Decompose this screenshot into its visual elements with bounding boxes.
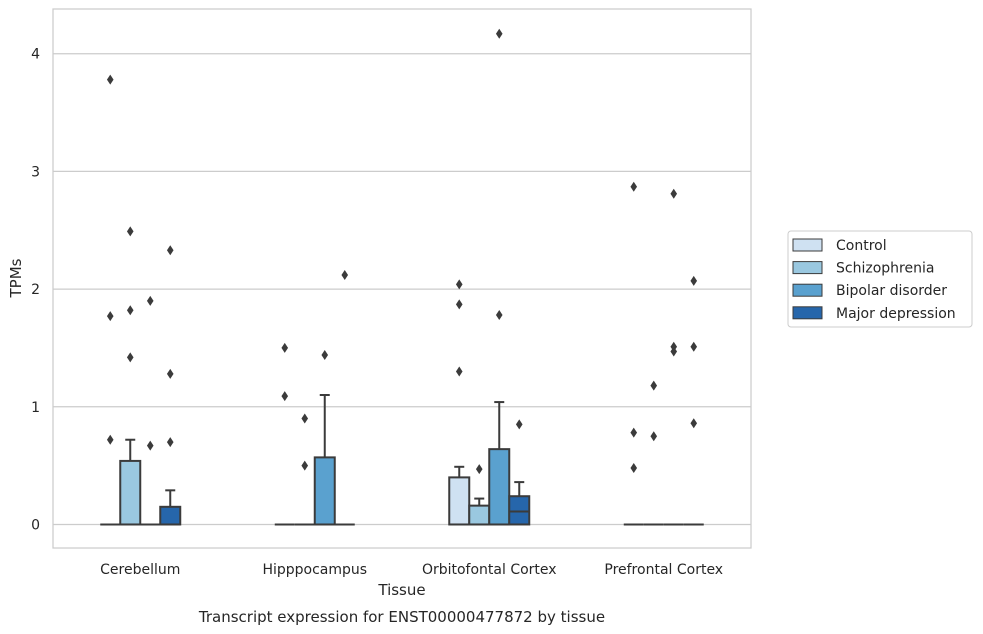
outlier-point xyxy=(495,28,503,39)
box xyxy=(488,448,511,526)
outlier-point xyxy=(281,342,289,353)
x-axis-label: Tissue xyxy=(377,581,425,599)
outlier-point xyxy=(106,74,114,85)
box xyxy=(468,504,491,526)
outlier-point xyxy=(455,279,463,290)
plot-frame xyxy=(52,8,752,549)
box xyxy=(448,476,471,526)
outlier-point xyxy=(455,366,463,377)
legend-swatch xyxy=(792,261,823,275)
box xyxy=(313,456,336,526)
outlier-point xyxy=(690,418,698,429)
box xyxy=(508,495,531,526)
outlier-point xyxy=(166,437,174,448)
outlier-point xyxy=(166,368,174,379)
outlier-point xyxy=(146,295,154,306)
outlier-point xyxy=(146,440,154,451)
x-tick-label: Prefrontal Cortex xyxy=(604,562,723,578)
outlier-point xyxy=(106,311,114,322)
outlier-point xyxy=(650,431,658,442)
outlier-point xyxy=(670,341,678,352)
outlier-point xyxy=(630,427,638,438)
legend-label: Schizophrenia xyxy=(836,261,934,277)
legend-label: Control xyxy=(836,238,887,254)
outlier-point xyxy=(281,391,289,402)
outlier-point xyxy=(106,434,114,445)
outlier-point xyxy=(321,349,329,360)
legend-frame xyxy=(787,230,973,328)
y-axis-ticks: 0 1 2 3 4 xyxy=(31,47,40,534)
outlier-point xyxy=(650,380,658,391)
chart-title: Transcript expression for ENST0000047787… xyxy=(198,608,605,626)
legend-label: Major depression xyxy=(836,306,956,322)
outlier-point xyxy=(475,464,483,475)
outlier-point xyxy=(690,275,698,286)
y-tick-label: 2 xyxy=(31,282,40,298)
boxes-layer xyxy=(100,28,704,526)
y-tick-label: 1 xyxy=(31,400,40,416)
box xyxy=(119,459,142,526)
legend: Control Schizophrenia Bipolar disorder Majo… xyxy=(787,230,973,328)
outlier-point xyxy=(126,226,134,237)
y-axis-label: TPMs xyxy=(7,258,25,298)
plot-background xyxy=(53,9,751,548)
outlier-point xyxy=(690,341,698,352)
x-tick-label: Orbitofontal Cortex xyxy=(422,562,557,578)
x-tick-label: Hipppocampus xyxy=(262,562,367,578)
outlier-point xyxy=(630,462,638,473)
legend-label: Bipolar disorder xyxy=(836,283,947,299)
outlier-point xyxy=(670,188,678,199)
y-tick-label: 0 xyxy=(31,517,40,533)
outlier-point xyxy=(126,305,134,316)
outlier-point xyxy=(126,352,134,363)
y-tick-label: 3 xyxy=(31,164,40,180)
outlier-point xyxy=(301,460,309,471)
outlier-point xyxy=(515,419,523,430)
outlier-point xyxy=(341,269,349,280)
x-tick-label: Cerebellum xyxy=(100,562,180,578)
box xyxy=(159,505,182,526)
y-tick-label: 4 xyxy=(31,47,40,63)
outlier-point xyxy=(630,181,638,192)
outlier-point xyxy=(495,309,503,320)
outlier-point xyxy=(166,245,174,256)
legend-swatch xyxy=(792,238,823,252)
x-axis-ticks: Cerebellum Hipppocampus Orbitofontal Corte… xyxy=(100,562,723,578)
outlier-point xyxy=(455,299,463,310)
legend-swatch xyxy=(792,283,823,297)
outlier-point xyxy=(301,413,309,424)
legend-swatch xyxy=(792,306,823,320)
